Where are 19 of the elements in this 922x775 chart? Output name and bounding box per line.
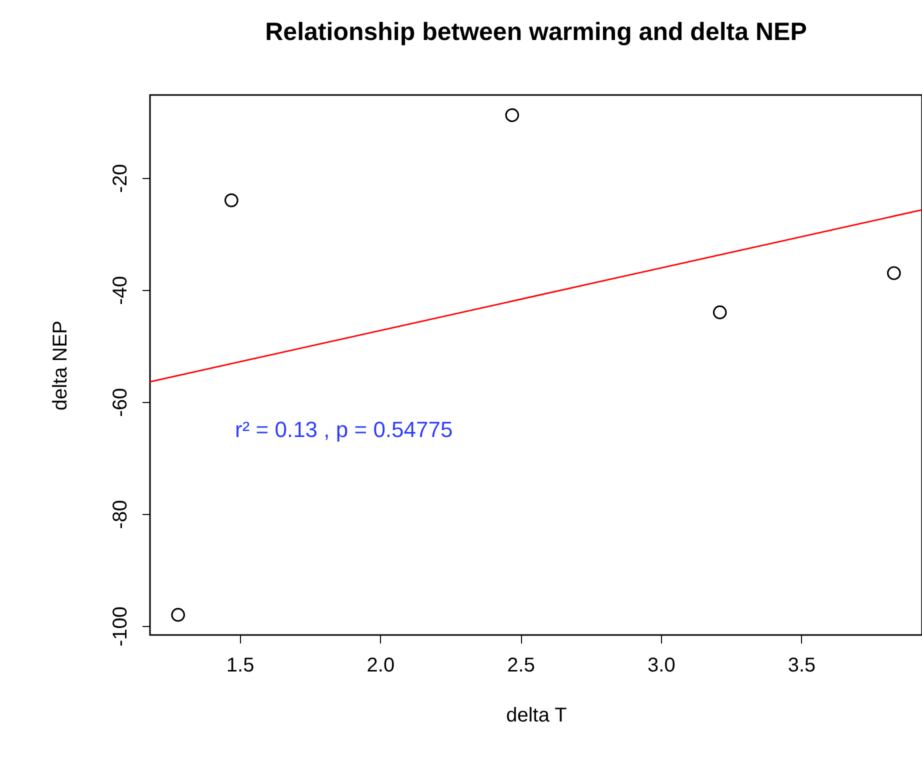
- point: [224, 193, 238, 208]
- x-axis-title: delta T: [506, 704, 567, 726]
- x-tick-label: 3.5: [788, 654, 816, 676]
- y-axis-title: delta NEP: [50, 320, 72, 411]
- y-tick-label: -20: [110, 164, 132, 193]
- x-tick-label: 2.0: [366, 654, 395, 676]
- point: [505, 108, 520, 122]
- point: [887, 266, 901, 280]
- y-tick-label: -60: [110, 388, 132, 417]
- x-tick-label: 3.0: [648, 654, 676, 676]
- y-tick-label: -100: [110, 606, 132, 647]
- point: [712, 305, 727, 320]
- x-tick-label: 1.5: [226, 654, 254, 676]
- point: [171, 608, 185, 622]
- x-tick-label: 2.5: [507, 654, 535, 676]
- chart-title: Relationship between warming and delta NEP: [265, 18, 807, 46]
- y-tick-label: -80: [110, 500, 132, 529]
- y-tick-label: -40: [110, 276, 132, 305]
- annotation: r² = 0.13 , p = 0.54775: [235, 417, 453, 442]
